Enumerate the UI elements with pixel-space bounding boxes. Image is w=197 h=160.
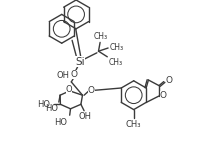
Text: HO: HO: [46, 104, 59, 113]
Text: OH: OH: [57, 71, 70, 80]
Text: CH₃: CH₃: [109, 58, 123, 67]
Text: O: O: [88, 86, 95, 95]
Text: CH₃: CH₃: [110, 43, 124, 52]
Text: HO: HO: [37, 100, 50, 109]
Text: CH₃: CH₃: [93, 32, 108, 41]
Text: O: O: [66, 85, 72, 94]
Text: O: O: [165, 76, 172, 85]
Text: Si: Si: [75, 57, 85, 67]
Text: O: O: [70, 70, 77, 79]
Text: O: O: [160, 92, 167, 100]
Text: HO: HO: [54, 118, 67, 127]
Text: OH: OH: [78, 112, 91, 121]
Text: CH₃: CH₃: [126, 120, 141, 129]
